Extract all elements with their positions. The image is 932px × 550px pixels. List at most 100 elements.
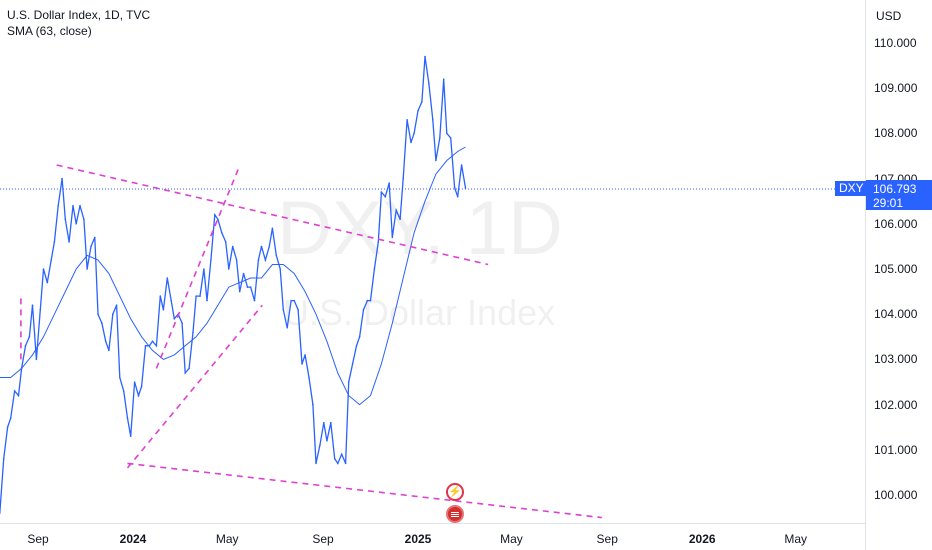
price-point — [279, 268, 282, 270]
price-point — [61, 177, 63, 180]
price-point — [315, 462, 317, 465]
price-point — [286, 327, 289, 329]
price-point — [53, 241, 56, 243]
price-point — [410, 141, 412, 144]
price-point — [94, 236, 96, 239]
price-point — [42, 268, 45, 270]
time-tick-label: Sep — [312, 532, 334, 546]
price-point — [235, 259, 238, 261]
time-tick-label: May — [215, 532, 239, 546]
price-point — [199, 295, 201, 297]
price-point — [246, 286, 249, 288]
time-tick-label: May — [784, 532, 807, 546]
symbol-watermark: DXY, 1D — [277, 186, 563, 271]
price-point — [369, 299, 372, 302]
price-point — [144, 345, 147, 347]
price-point — [170, 299, 172, 302]
price-tick-label: 110.000 — [874, 36, 917, 50]
price-point — [290, 299, 292, 302]
price-point — [203, 268, 205, 270]
price-point — [399, 218, 401, 221]
price-point — [358, 336, 361, 338]
price-point — [456, 195, 459, 198]
price-point — [344, 462, 347, 465]
price-point — [122, 390, 125, 392]
indicator-label[interactable]: SMA (63, close) — [7, 24, 92, 38]
price-point — [268, 245, 271, 248]
price-tick-label: 106.000 — [874, 216, 918, 231]
price-point — [64, 218, 67, 221]
price-point — [75, 223, 77, 225]
lower-channel-line — [127, 462, 602, 519]
price-point — [293, 299, 296, 302]
price-point — [86, 268, 88, 270]
price-point — [333, 458, 336, 460]
symbol-title[interactable]: U.S. Dollar Index, 1D, TVC — [7, 8, 151, 22]
price-point — [104, 340, 107, 343]
sma-series-line — [0, 146, 466, 406]
price-point — [57, 204, 59, 207]
price-point — [90, 245, 92, 248]
time-tick-label: Sep — [596, 532, 618, 546]
price-point — [439, 137, 441, 139]
upper-channel-line — [56, 164, 489, 266]
price-point — [428, 82, 430, 85]
price-tick-label: 102.000 — [874, 397, 918, 412]
time-tick-label: 2026 — [688, 532, 716, 546]
price-point — [159, 295, 162, 297]
price-point — [68, 241, 70, 243]
price-point — [435, 159, 437, 162]
us-flag-icon[interactable] — [446, 505, 464, 523]
price-point — [35, 358, 38, 361]
price-point — [129, 435, 132, 438]
price-point — [50, 259, 52, 261]
price-point — [373, 268, 376, 270]
price-point — [362, 308, 365, 311]
price-point — [140, 385, 143, 388]
price-point — [301, 363, 303, 365]
price-point — [210, 259, 212, 261]
price-point — [446, 132, 448, 135]
price-point — [184, 372, 186, 374]
price-point — [340, 453, 343, 456]
price-point — [380, 191, 383, 193]
price-point — [115, 304, 118, 307]
price-point — [173, 317, 176, 320]
price-point — [271, 227, 274, 230]
price-point — [402, 177, 405, 180]
price-point — [323, 421, 325, 424]
price-tick-label: 103.000 — [874, 352, 918, 367]
time-tick-label: May — [500, 532, 523, 546]
currency-label[interactable]: USD — [876, 9, 902, 23]
price-point — [231, 245, 234, 248]
price-point — [0, 512, 1, 514]
price-point — [162, 308, 165, 311]
flag-upper-line — [155, 169, 239, 369]
price-point — [31, 304, 34, 307]
price-point — [257, 259, 260, 261]
price-point — [384, 195, 387, 198]
price-point — [151, 340, 154, 343]
price-point — [181, 322, 183, 325]
price-point — [217, 218, 219, 221]
name-watermark: U.S. Dollar Index — [283, 292, 556, 333]
price-point — [337, 462, 339, 465]
price-tick-label: 109.000 — [874, 81, 918, 96]
price-point — [249, 286, 252, 288]
lightning-icon[interactable]: ⚡ — [446, 483, 464, 501]
ticker-tag: DXY — [835, 181, 868, 196]
price-point — [304, 354, 306, 356]
price-point — [351, 363, 354, 365]
price-point — [72, 204, 74, 207]
price-point — [224, 241, 227, 243]
price-point — [195, 295, 197, 297]
price-point — [347, 381, 350, 383]
price-point — [133, 381, 136, 383]
price-point — [282, 308, 285, 311]
price-point — [413, 132, 415, 135]
price-scale-border — [865, 0, 866, 550]
price-tick-label: 104.000 — [874, 307, 918, 322]
price-tick-label: 108.000 — [874, 126, 918, 141]
